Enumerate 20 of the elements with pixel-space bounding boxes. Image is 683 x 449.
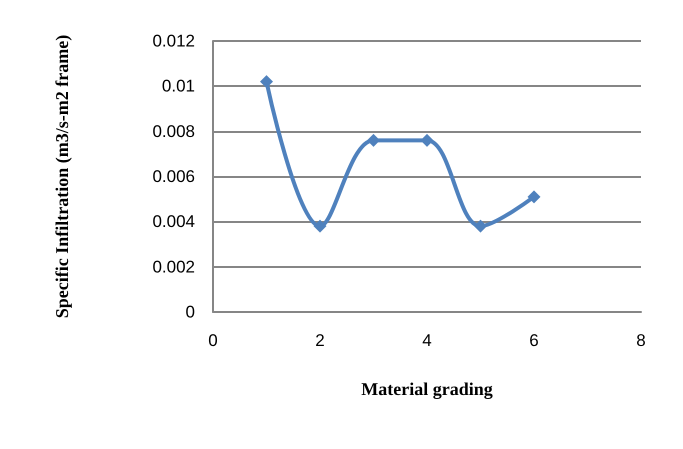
point	[260, 75, 273, 88]
point	[474, 220, 487, 233]
x-tick-label: 2	[315, 331, 325, 350]
y-tick-label: 0.006	[152, 167, 195, 186]
y-tick-label: 0.002	[152, 257, 195, 276]
x-tick-label: 0	[208, 331, 218, 350]
point	[420, 134, 434, 147]
x-tick-label: 4	[422, 331, 432, 350]
point	[367, 134, 380, 147]
x-tick-label: 6	[529, 331, 539, 350]
y-tick-label: 0.008	[152, 122, 195, 141]
x-axis-title: Material grading	[361, 379, 493, 399]
y-tick-label: 0	[186, 302, 195, 322]
y-tick-label: 0.01	[162, 76, 195, 96]
y-tick-label: 0.012	[152, 32, 195, 50]
x-tick-label: 8	[636, 331, 646, 350]
point	[528, 190, 540, 204]
point	[314, 220, 326, 233]
y-tick-label: 0.004	[152, 212, 195, 232]
y-axis-title: Specific Infiltration (m3/s-m2 frame)	[52, 34, 72, 318]
